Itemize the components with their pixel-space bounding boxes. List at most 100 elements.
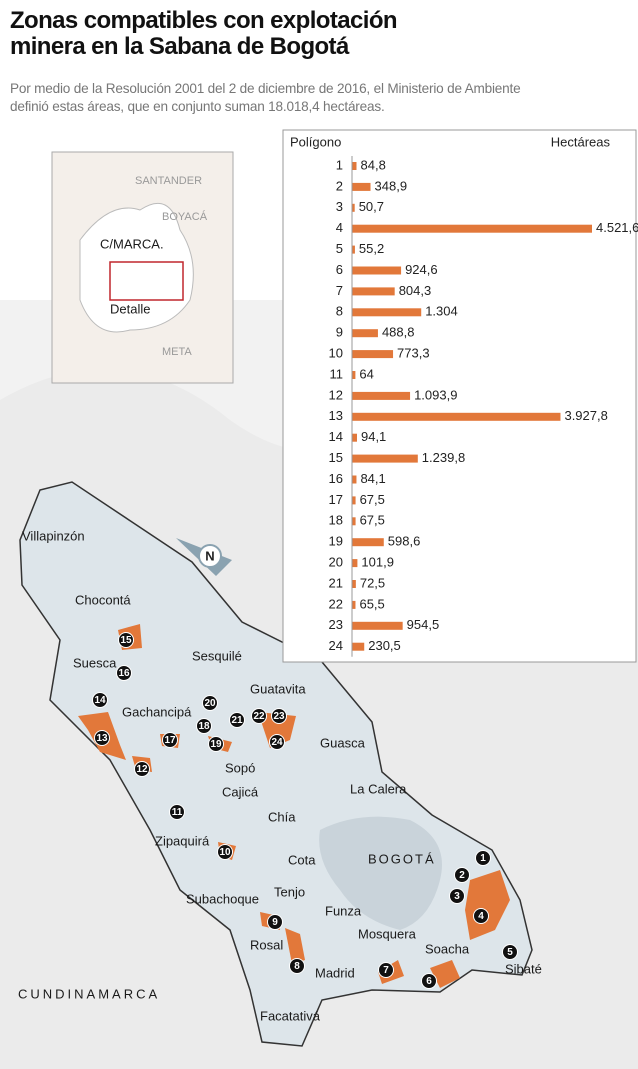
value-label: 64 (359, 366, 373, 381)
value-label: 101,9 (361, 555, 394, 570)
y-tick-label: 19 (329, 534, 343, 549)
value-label: 84,1 (360, 471, 385, 486)
value-label: 94,1 (361, 429, 386, 444)
value-label: 488,8 (382, 325, 415, 340)
north-letter: N (205, 548, 214, 563)
bar (352, 182, 371, 191)
place-label: Guatavita (250, 681, 306, 696)
y-axis-label: Polígono (290, 134, 341, 149)
y-tick-label: 13 (329, 408, 343, 423)
value-label: 230,5 (368, 638, 401, 653)
polygon-number: 23 (273, 711, 285, 722)
y-tick-label: 10 (329, 346, 343, 361)
polygon-marker (196, 718, 212, 734)
place-label: Soacha (425, 941, 470, 956)
place-label: Guasca (320, 735, 366, 750)
polygon-number: 24 (271, 737, 283, 748)
y-tick-label: 22 (329, 596, 343, 611)
value-label: 67,5 (360, 513, 385, 528)
place-label: Sesquilé (192, 648, 242, 663)
y-tick-label: 16 (329, 471, 343, 486)
value-label: 55,2 (359, 241, 384, 256)
bar (352, 580, 356, 588)
bar (352, 475, 357, 484)
chart-box (282, 129, 637, 663)
place-label: Funza (325, 903, 362, 918)
value-label: 65,5 (359, 596, 384, 611)
y-tick-label: 18 (329, 513, 343, 528)
y-tick-label: 24 (329, 638, 343, 653)
place-label: Cajicá (222, 784, 259, 799)
polygon-number: 15 (120, 635, 132, 646)
bar (352, 559, 358, 568)
y-tick-label: 11 (330, 366, 344, 381)
y-tick-label: 8 (336, 304, 343, 319)
polygon-marker (454, 867, 470, 883)
polygon-number: 12 (136, 764, 148, 775)
bar (352, 162, 357, 170)
value-label: 773,3 (397, 346, 430, 361)
inset-detail-box (109, 261, 184, 301)
bar (352, 266, 402, 275)
polygon-marker (116, 665, 132, 681)
north-circle (198, 544, 222, 568)
place-label: Chía (268, 809, 296, 824)
y-tick-label: 6 (336, 262, 343, 277)
value-label: 1.304 (425, 304, 458, 319)
inset-label: BOYACÁ (162, 210, 208, 223)
polygon-number: 5 (507, 947, 513, 958)
y-tick-label: 14 (329, 429, 343, 444)
bar (352, 517, 356, 526)
bar (352, 329, 378, 338)
polygon-marker (378, 962, 394, 978)
subtitle: Por medio de la Resolución 2001 del 2 de… (10, 81, 521, 114)
polygon-marker (289, 958, 305, 974)
bar (352, 454, 418, 463)
bar (352, 412, 561, 421)
place-label: Zipaquirá (155, 833, 210, 848)
bar (352, 642, 365, 651)
y-tick-label: 1 (336, 157, 343, 172)
value-label: 924,6 (405, 262, 438, 277)
value-label: 50,7 (359, 199, 384, 214)
polygon-marker (208, 736, 224, 752)
bar (352, 224, 592, 233)
bar (352, 245, 355, 254)
polygon-number: 6 (426, 976, 432, 987)
y-tick-label: 12 (329, 387, 343, 402)
bar (352, 496, 356, 505)
place-label: Suesca (73, 655, 117, 670)
polygon-number: 3 (454, 891, 460, 902)
y-tick-label: 21 (329, 575, 343, 590)
place-label: La Calera (350, 781, 407, 796)
place-label: Rosal (250, 937, 283, 952)
title: Zonas compatibles con explotación minera… (10, 7, 398, 60)
value-label: 4.521,6 (596, 220, 638, 235)
polygon-number: 13 (96, 733, 108, 744)
x-axis-label: Hectáreas (551, 134, 611, 149)
y-tick-label: 4 (336, 220, 343, 235)
polygon-marker (118, 632, 134, 648)
bar (352, 287, 395, 296)
polygon-number: 9 (272, 917, 278, 928)
y-tick-label: 3 (336, 199, 343, 214)
bar (352, 308, 422, 317)
place-label: Madrid (315, 965, 355, 980)
place-label: Sopó (225, 760, 255, 775)
polygon-number: 17 (164, 735, 176, 746)
polygon-number: 19 (210, 739, 222, 750)
inset-label: META (162, 346, 192, 358)
polygon-number: 18 (198, 721, 210, 732)
polygon-number: 20 (204, 698, 216, 709)
polygon-marker (502, 944, 518, 960)
y-tick-label: 23 (329, 617, 343, 632)
inset-label: SANTANDER (135, 175, 202, 187)
value-label: 1.093,9 (414, 387, 457, 402)
polygon-number: 22 (253, 711, 265, 722)
y-tick-label: 7 (336, 283, 343, 298)
polygon-number: 4 (478, 911, 484, 922)
polygon-number: 7 (383, 965, 389, 976)
